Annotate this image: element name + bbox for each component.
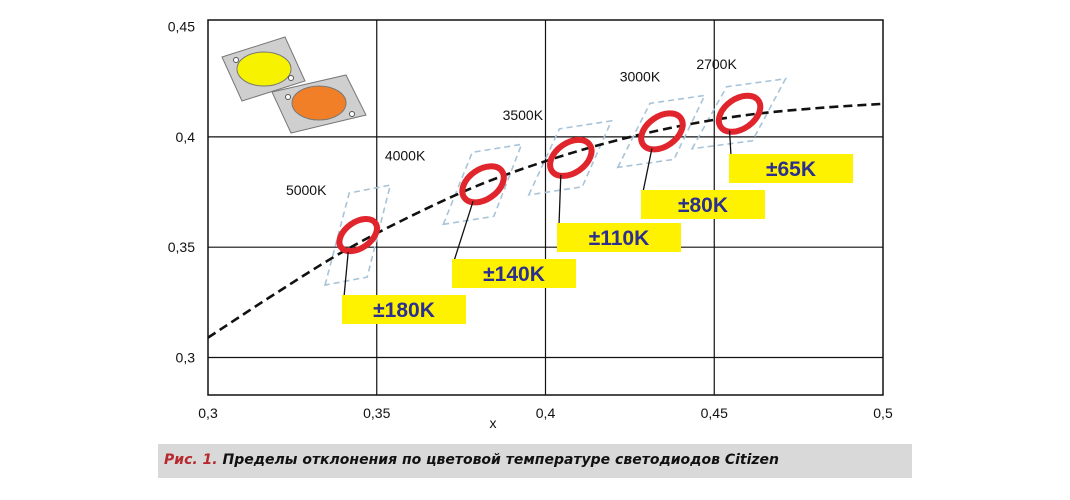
bin-quadrangle	[616, 94, 707, 169]
led-pad	[233, 57, 239, 63]
tolerance-label-box	[452, 259, 576, 288]
x-tick-label: 0,45	[701, 405, 728, 421]
tolerance-ellipse	[459, 163, 507, 206]
tolerance-label-box	[557, 223, 681, 252]
tolerance-label: ±65K	[766, 158, 816, 181]
bin-quadrangle	[527, 119, 613, 196]
bin-quadrangles	[323, 77, 788, 287]
tolerance-label-box	[729, 154, 853, 183]
callout-line	[642, 148, 653, 193]
axis-ticks: 0,3 0,35 0,4 0,45 0,5 0,3 0,35 0,4 0,45	[168, 19, 893, 421]
caption-text: Рис. 1. Пределы отклонения по цветовой т…	[164, 452, 779, 468]
callout-line	[728, 130, 732, 157]
plot-frame	[207, 19, 884, 396]
led-cob-orange	[271, 74, 367, 134]
bin-quadrangle	[323, 184, 392, 287]
led-pad	[288, 75, 294, 81]
y-tick-label: 0,3	[176, 350, 196, 366]
led-cob-warm-white	[221, 36, 306, 102]
y-tick-label: 0,45	[168, 19, 195, 35]
tolerance-label-box	[641, 190, 765, 219]
cct-label: 3000K	[620, 68, 661, 84]
planckian-locus-line	[207, 102, 884, 339]
y-tick-label: 0,35	[168, 239, 195, 255]
x-axis-label: x	[490, 415, 497, 431]
callout-line	[343, 252, 349, 298]
cct-label: 3500K	[503, 107, 544, 123]
tolerance-label-box	[342, 295, 466, 324]
bin-quadrangle	[690, 77, 788, 150]
tolerance-label: ±180K	[373, 299, 435, 322]
y-tick-label: 0,4	[176, 129, 196, 145]
grid	[208, 20, 883, 395]
led-phosphor-yellow	[236, 51, 292, 87]
tolerance-ellipse	[638, 110, 686, 153]
x-tick-label: 0,35	[363, 405, 390, 421]
caption-body: Пределы отклонения по цветовой температу…	[222, 452, 780, 468]
bin-quadrangle	[442, 143, 523, 226]
led-pad	[349, 111, 355, 117]
callout-line	[453, 201, 474, 262]
tolerance-label: ±80K	[678, 194, 728, 217]
tolerance-ellipse	[547, 136, 595, 179]
caption-number: Рис. 1.	[164, 452, 218, 468]
led-cob-illustration	[221, 36, 367, 134]
cct-label: 5000K	[286, 182, 327, 198]
led-pad	[285, 94, 291, 100]
led-phosphor-orange	[291, 85, 347, 121]
cct-label: 2700K	[696, 56, 737, 72]
x-tick-label: 0,4	[536, 405, 556, 421]
tolerance-ellipse	[336, 215, 380, 255]
figure-caption: Рис. 1. Пределы отклонения по цветовой т…	[158, 444, 912, 478]
cct-labels: 5000K ±180K 4000K ±140K 3500K ±110K 3000K ±80K 2…	[286, 56, 853, 324]
tolerance-ellipse	[715, 92, 764, 135]
tolerance-label: ±110K	[589, 227, 650, 250]
cct-label: 4000K	[385, 147, 426, 163]
callout-line	[558, 174, 562, 226]
x-tick-label: 0,3	[198, 405, 218, 421]
tolerance-ellipses	[336, 92, 764, 255]
x-tick-label: 0,5	[873, 405, 893, 421]
tolerance-label: ±140K	[483, 263, 545, 286]
